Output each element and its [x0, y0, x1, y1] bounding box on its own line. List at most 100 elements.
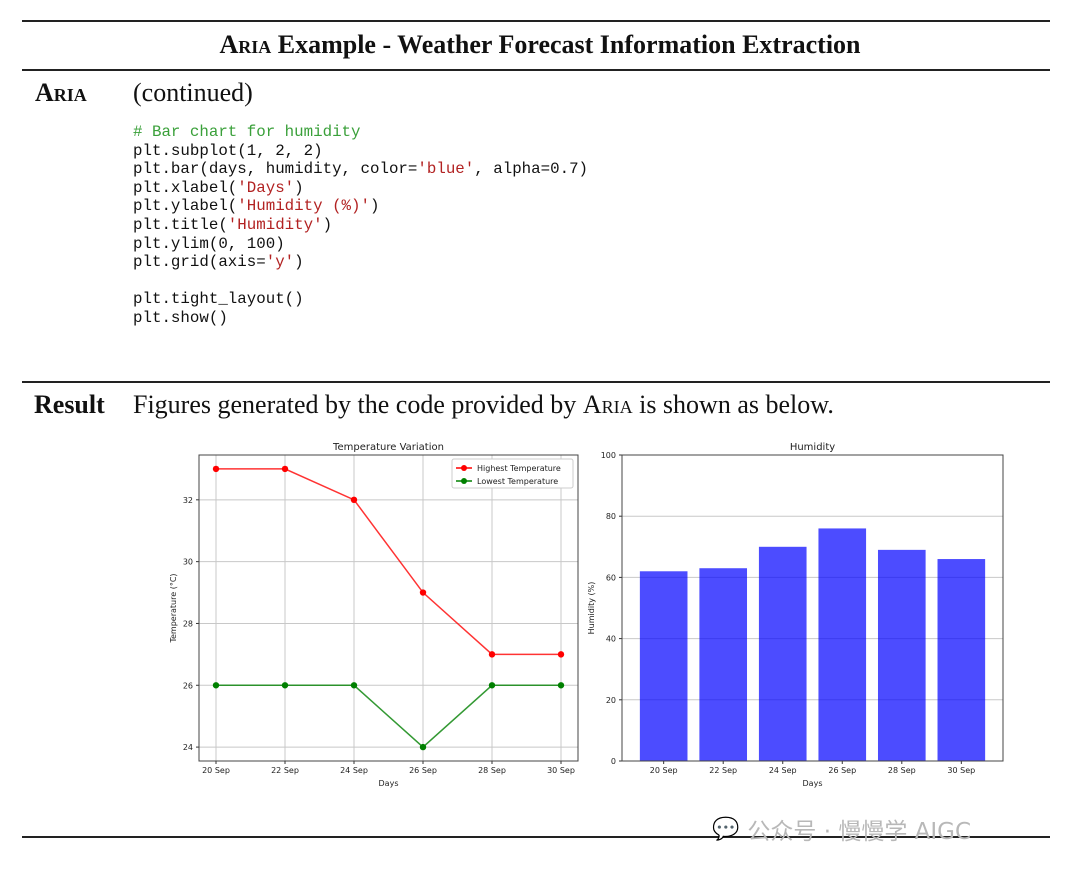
code-line: plt.tight_layout()	[133, 290, 588, 309]
data-point	[419, 589, 427, 596]
y-tick-label: 0	[611, 757, 616, 766]
x-tick-label: 20 Sep	[202, 766, 230, 775]
legend-marker	[461, 465, 467, 471]
result-label: Result	[34, 390, 105, 419]
code-token-plain: , alpha=0.7)	[474, 160, 589, 179]
result-text: Figures generated by the code provided b…	[133, 390, 834, 420]
chart-title: Humidity	[790, 442, 835, 453]
bar-26-sep	[818, 528, 867, 761]
top-rule	[22, 20, 1050, 22]
code-token-string: 'blue'	[417, 160, 475, 179]
bar-22-sep	[699, 568, 748, 761]
y-tick-label: 60	[606, 573, 616, 582]
code-line: # Bar chart for humidity	[133, 123, 588, 142]
y-tick-label: 32	[183, 496, 193, 505]
legend-label: Highest Temperature	[477, 464, 561, 473]
code-line: plt.ylabel('Humidity (%)')	[133, 197, 588, 216]
bar-28-sep	[877, 549, 926, 761]
x-tick-label: 30 Sep	[947, 766, 975, 775]
x-tick-label: 24 Sep	[769, 766, 797, 775]
legend-label: Lowest Temperature	[477, 477, 558, 486]
bar-24-sep	[758, 546, 807, 761]
axes-frame	[621, 454, 1004, 762]
bottom-rule	[22, 836, 1050, 838]
legend	[451, 458, 574, 489]
data-point	[488, 682, 496, 689]
bar-20-sep	[639, 571, 688, 761]
x-axis-label: Days	[379, 779, 399, 788]
code-token-plain: plt.show()	[133, 308, 228, 327]
title-text: Example - Weather Forecast Information E…	[271, 30, 861, 59]
y-tick-label: 28	[183, 619, 193, 628]
data-point	[557, 651, 565, 658]
x-tick-label: 24 Sep	[340, 766, 368, 775]
code-token-plain: )	[294, 178, 304, 197]
x-axis-label: Days	[803, 779, 823, 788]
bar-30-sep	[937, 559, 986, 761]
code-token-plain: plt.subplot(1, 2, 2)	[133, 141, 323, 160]
watermark-text: 公众号 · 慢慢学 AIGC	[747, 819, 972, 845]
code-line: plt.grid(axis='y')	[133, 253, 588, 272]
y-tick-label: 26	[183, 681, 193, 690]
data-point	[212, 682, 220, 689]
y-axis-label: Temperature (°C)	[169, 573, 178, 643]
x-tick-label: 28 Sep	[888, 766, 916, 775]
x-tick-label: 30 Sep	[547, 766, 575, 775]
code-line: plt.subplot(1, 2, 2)	[133, 142, 588, 161]
legend-marker	[461, 478, 467, 484]
data-point	[281, 465, 289, 473]
code-token-string: 'Humidity (%)'	[237, 197, 370, 216]
aria-continued: (continued)	[133, 78, 253, 107]
x-tick-label: 22 Sep	[271, 766, 299, 775]
result-rule	[22, 381, 1050, 383]
code-token-plain: plt.bar(days, humidity, color=	[133, 160, 418, 179]
y-tick-label: 80	[606, 512, 616, 521]
code-token-string: 'Days'	[237, 178, 295, 197]
x-tick-label: 26 Sep	[409, 766, 437, 775]
result-text-before: Figures generated by the code provided b…	[133, 390, 583, 419]
y-tick-label: 100	[601, 451, 616, 460]
y-tick-label: 24	[183, 743, 193, 752]
title-rule	[22, 69, 1050, 71]
x-tick-label: 28 Sep	[478, 766, 506, 775]
code-token-plain: )	[294, 253, 304, 272]
code-token-plain: plt.title(	[133, 215, 228, 234]
aria-label: Aria	[35, 78, 87, 107]
data-point	[488, 651, 496, 658]
series-line-1	[216, 684, 561, 749]
code-token-plain: plt.ylabel(	[133, 197, 238, 216]
code-token-plain: plt.ylim(0, 100)	[133, 234, 285, 253]
code-token-plain: plt.grid(axis=	[133, 253, 266, 272]
code-token-plain: )	[322, 215, 333, 234]
data-point	[350, 682, 358, 689]
wechat-icon: 💬	[712, 816, 740, 842]
chart-title: Temperature Variation	[332, 442, 444, 453]
y-axis-label: Humidity (%)	[587, 582, 596, 635]
y-tick-label: 40	[606, 635, 616, 644]
data-point	[281, 682, 289, 689]
code-token-plain: plt.tight_layout()	[133, 290, 304, 309]
result-text-after: is shown as below.	[632, 390, 834, 419]
axes-frame	[198, 454, 579, 762]
code-token-string: 'Humidity'	[227, 215, 323, 234]
code-line: plt.xlabel('Days')	[133, 179, 588, 198]
result-aria: Aria	[582, 390, 633, 419]
code-token-comment: # Bar chart for humidity	[133, 123, 361, 141]
y-tick-label: 20	[606, 696, 616, 705]
code-line: plt.ylim(0, 100)	[133, 235, 588, 254]
code-line: plt.show()	[133, 309, 588, 328]
data-point	[419, 743, 427, 751]
title-aria: Aria	[219, 30, 272, 59]
watermark: 💬 公众号 · 慢慢学 AIGC	[712, 812, 971, 846]
code-token-plain: )	[370, 197, 380, 216]
data-point	[557, 682, 565, 689]
x-tick-label: 26 Sep	[828, 766, 856, 775]
code-block: # Bar chart for humidity plt.subplot(1, 2…	[133, 123, 588, 328]
code-token-string: 'y'	[265, 253, 295, 272]
x-tick-label: 22 Sep	[709, 766, 737, 775]
data-point	[212, 465, 220, 473]
page-title: Aria Example - Weather Forecast Informat…	[0, 30, 1080, 60]
code-line: plt.bar(days, humidity, color='blue', al…	[133, 160, 588, 179]
code-token-plain: plt.xlabel(	[133, 178, 238, 197]
